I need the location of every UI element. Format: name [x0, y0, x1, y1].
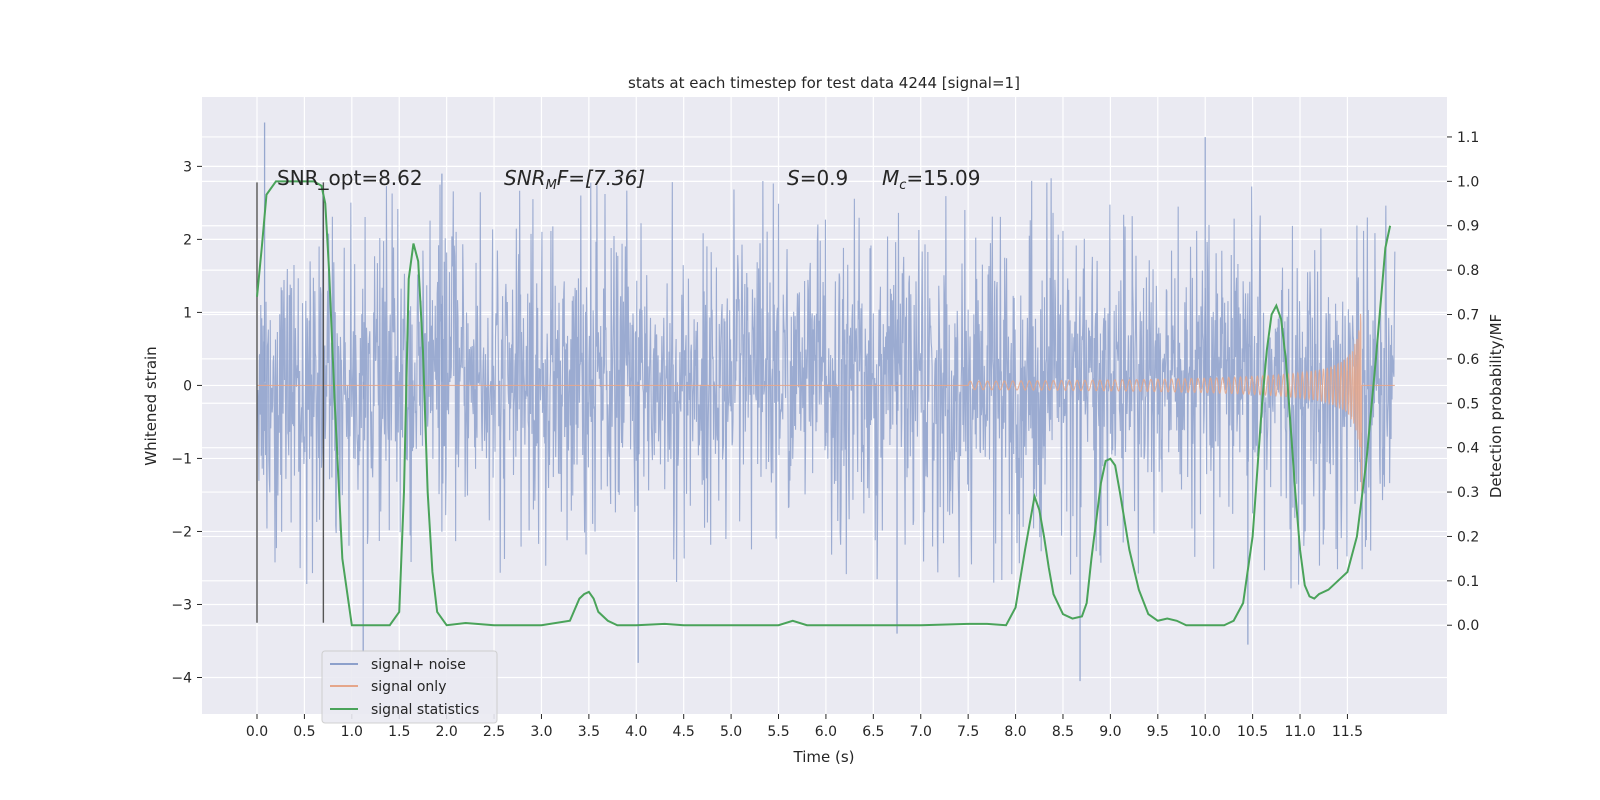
- annotation-s-symbol: S: [787, 166, 800, 190]
- y-right-tick-label-5: 0.5: [1457, 396, 1479, 412]
- annotation-snr-opt: SNR_opt=8.62: [277, 166, 423, 190]
- y-right-tick-label-0: 0.0: [1457, 618, 1479, 634]
- annotation-snr-mf: SNRMF=[7.36]: [504, 166, 645, 193]
- y-right-tick-label-8: 0.8: [1457, 263, 1479, 279]
- left-y-axis-label: Whitened strain: [142, 346, 160, 465]
- y-right-tick-label-10: 1.0: [1457, 174, 1479, 190]
- annotation-snr-mf-subscript: M: [546, 178, 557, 193]
- y-right-tick-label-1: 0.1: [1457, 574, 1479, 590]
- x-axis-ticks: 0.0 0.5 1.0 1.5 2.0 2.5 3.0 3.5 4.0 4.5 5.0 5.5 6.0 6…: [246, 714, 1363, 740]
- x-tick-label-22: 11.0: [1284, 724, 1315, 740]
- x-tick-label-7: 3.5: [578, 724, 600, 740]
- y-right-tick-label-9: 0.9: [1457, 219, 1479, 235]
- chart-title: stats at each timestep for test data 424…: [628, 74, 1020, 92]
- x-tick-label-12: 6.0: [815, 724, 837, 740]
- legend: signal+ noise signal only signal statist…: [321, 650, 498, 724]
- x-tick-label-10: 5.0: [720, 724, 742, 740]
- x-tick-label-1: 0.5: [293, 724, 315, 740]
- left-y-axis-ticks: −4 −3 −2 −1 0 1 2 3: [171, 159, 202, 686]
- x-tick-label-5: 2.5: [483, 724, 505, 740]
- x-tick-label-13: 6.5: [862, 724, 884, 740]
- x-tick-label-2: 1.0: [341, 724, 363, 740]
- y-left-tick-label-3: −1: [171, 451, 192, 467]
- y-left-tick-label-6: 2: [183, 232, 192, 248]
- x-tick-label-20: 10.0: [1190, 724, 1221, 740]
- x-tick-label-14: 7.0: [910, 724, 932, 740]
- signal-statistics-line: [256, 180, 1392, 627]
- x-tick-label-0: 0.0: [246, 724, 268, 740]
- annotation-mc-value: =15.09: [906, 166, 980, 190]
- x-tick-label-19: 9.5: [1147, 724, 1169, 740]
- x-tick-label-9: 4.5: [673, 724, 695, 740]
- x-tick-label-16: 8.0: [1004, 724, 1026, 740]
- x-tick-label-15: 7.5: [957, 724, 979, 740]
- vertical-markers: [256, 182, 325, 623]
- x-tick-label-23: 11.5: [1332, 724, 1363, 740]
- annotation-mc-subscript: c: [899, 178, 906, 193]
- x-tick-label-4: 2.0: [436, 724, 458, 740]
- annotation-s: S=0.9: [787, 166, 848, 190]
- y-left-tick-label-1: −3: [171, 597, 192, 613]
- right-y-axis-label: Detection probability/MF: [1487, 314, 1505, 498]
- y-right-tick-label-4: 0.4: [1457, 441, 1479, 457]
- legend-label-signal-only: signal only: [371, 679, 446, 695]
- y-left-tick-label-5: 1: [183, 305, 192, 321]
- signal-only-line: [257, 313, 1395, 492]
- y-right-tick-label-6: 0.6: [1457, 352, 1479, 368]
- y-left-tick-label-0: −4: [171, 670, 192, 686]
- y-left-tick-label-7: 3: [183, 159, 192, 175]
- signal-only-series: [257, 313, 1395, 492]
- x-tick-label-17: 8.5: [1052, 724, 1074, 740]
- x-tick-label-3: 1.5: [388, 724, 410, 740]
- x-tick-label-18: 9.0: [1099, 724, 1121, 740]
- annotations: SNR_opt=8.62 SNRMF=[7.36] S=0.9 Mc=15.09: [277, 166, 980, 193]
- x-tick-label-11: 5.5: [767, 724, 789, 740]
- legend-label-signal-statistics: signal statistics: [371, 702, 479, 718]
- y-left-tick-label-2: −2: [171, 524, 192, 540]
- signal-noise-series: [256, 122, 1396, 682]
- x-tick-label-21: 10.5: [1237, 724, 1268, 740]
- annotation-s-value: =0.9: [800, 166, 849, 190]
- signal-statistics-series: [256, 180, 1392, 627]
- annotation-mc: Mc=15.09: [882, 166, 980, 193]
- annotation-snr-mf-symbol: SNR: [504, 166, 546, 190]
- x-tick-label-8: 4.0: [625, 724, 647, 740]
- y-left-tick-label-4: 0: [183, 378, 192, 394]
- legend-label-signal-noise: signal+ noise: [371, 657, 466, 673]
- x-tick-label-6: 3.0: [530, 724, 552, 740]
- annotation-mc-symbol: M: [882, 166, 899, 190]
- y-right-tick-label-7: 0.7: [1457, 308, 1479, 324]
- y-right-tick-label-3: 0.3: [1457, 485, 1479, 501]
- y-right-tick-label-11: 1.1: [1457, 130, 1479, 146]
- annotation-snr-mf-value: F=[7.36]: [557, 166, 645, 190]
- y-right-tick-label-2: 0.2: [1457, 529, 1479, 545]
- right-y-axis-ticks: 0.0 0.1 0.2 0.3 0.4 0.5 0.6 0.7 0.8 0.9 1.0 1.1: [1447, 130, 1479, 634]
- x-axis-label: Time (s): [793, 748, 855, 766]
- legend-box: [321, 650, 498, 724]
